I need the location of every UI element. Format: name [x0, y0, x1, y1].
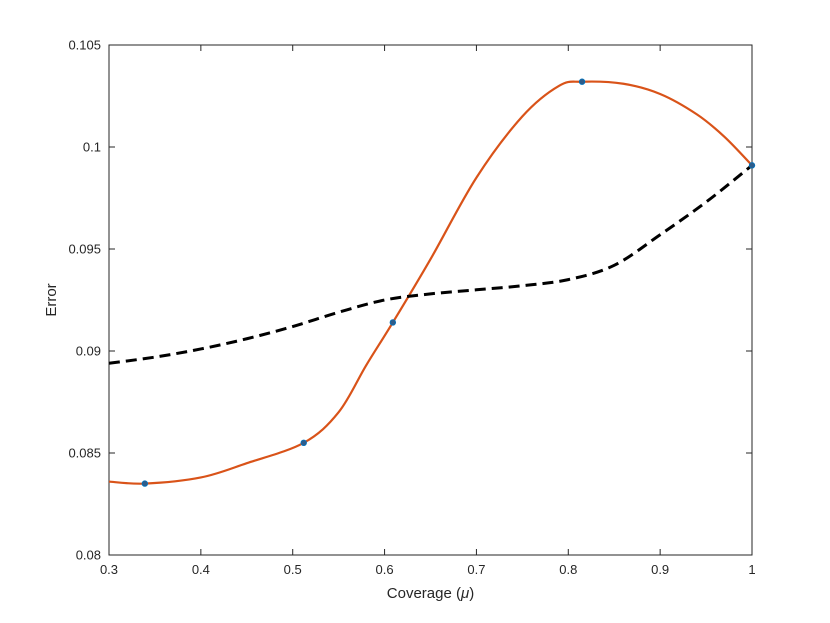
data-point-marker	[141, 480, 149, 487]
x-tick-label: 0.7	[467, 562, 485, 577]
series-solid-line	[108, 80, 753, 485]
x-axis-ticks: 0.3 0.4 0.5 0.6 0.7 0.8 0.9 1	[100, 45, 756, 577]
plot-area: 0.3 0.4 0.5 0.6 0.7 0.8 0.9 1 0.08 0.085 0.09 0.09…	[68, 38, 755, 578]
x-tick-label: 1	[748, 562, 755, 577]
x-tick-label: 0.6	[376, 562, 394, 577]
x-tick-label: 0.5	[284, 562, 302, 577]
y-tick-label: 0.095	[68, 242, 101, 257]
x-tick-label: 0.9	[651, 562, 669, 577]
x-tick-label: 0.4	[192, 562, 210, 577]
y-tick-label: 0.1	[83, 140, 101, 155]
x-axis-label-suffix: )	[469, 585, 474, 602]
x-axis-label-text: Coverage (	[387, 585, 461, 602]
marker-layer	[141, 78, 756, 487]
x-tick-label: 0.8	[559, 562, 577, 577]
y-axis-ticks: 0.08 0.085 0.09 0.095 0.1 0.105	[68, 38, 752, 563]
y-tick-label: 0.09	[76, 344, 101, 359]
y-tick-label: 0.105	[68, 38, 101, 53]
series-dashed-line	[108, 164, 753, 365]
x-axis-label: Coverage (μ)	[387, 585, 474, 602]
series-layer	[108, 80, 753, 485]
data-point-marker	[748, 162, 756, 169]
data-point-marker	[300, 439, 307, 446]
data-point-marker	[389, 319, 397, 326]
axes-box	[108, 44, 753, 556]
data-point-marker	[578, 78, 586, 85]
y-axis-label: Error	[43, 283, 60, 316]
y-tick-label: 0.085	[68, 446, 101, 461]
x-tick-label: 0.3	[100, 562, 118, 577]
x-axis-label-symbol: μ	[460, 585, 469, 602]
y-tick-label: 0.08	[76, 548, 101, 563]
